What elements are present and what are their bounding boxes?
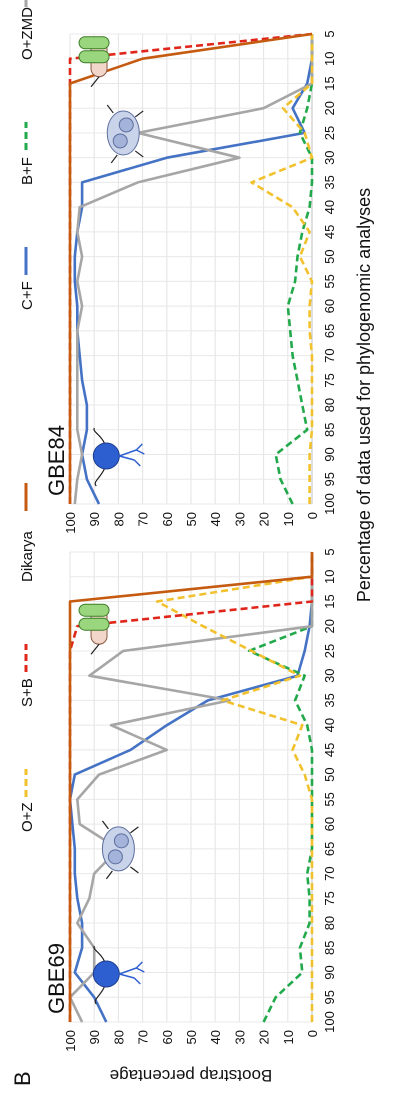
panel-title: GBE84: [44, 425, 69, 496]
legend-right: O+Z S+B Dikarya: [19, 483, 36, 832]
chytrid-fungus-icon: [92, 427, 145, 487]
x-tick-label: 80: [322, 398, 337, 412]
x-tick-label: 85: [322, 941, 337, 955]
x-tick-label: 50: [322, 249, 337, 263]
x-tick-label: 60: [322, 299, 337, 313]
y-tick-label: 10: [281, 512, 296, 526]
x-tick-label: 55: [322, 792, 337, 806]
x-tick-label: 15: [322, 594, 337, 608]
y-tick-label: 0: [305, 512, 320, 519]
amoeba-cluster-icon: [101, 820, 139, 880]
x-tick-label: 95: [322, 990, 337, 1004]
y-axis-label: Bootstrap percentage: [110, 1066, 273, 1085]
legend-label-c-f: C+F: [19, 281, 36, 310]
chart-panel-gbe84: 0 10 20 30 40 50 60 70 80 90 100 100 95 90 85 80 75 70 65 6…: [44, 30, 337, 533]
legend-left: C+F B+F O+ZMD: [19, 0, 36, 310]
y-tick-label: 50: [184, 1030, 199, 1044]
x-tick-label: 90: [322, 447, 337, 461]
x-tick-label: 10: [322, 570, 337, 584]
y-tick-label: 70: [136, 1030, 151, 1044]
x-tick-label: 90: [322, 965, 337, 979]
x-tick-label: 85: [322, 423, 337, 437]
x-tick-label: 20: [322, 101, 337, 115]
series-line-o-z: [250, 34, 314, 504]
legend-label-b-f: B+F: [19, 157, 36, 185]
x-axis-label: Percentage of data used for phylogenomic…: [354, 188, 374, 602]
x-tick-label: 65: [322, 324, 337, 338]
series-line-dikarya: [68, 552, 314, 1022]
x-tick-label: 45: [322, 743, 337, 757]
x-tick-label: 75: [322, 373, 337, 387]
x-tick-label: 5: [322, 30, 337, 37]
x-tick-label: 5: [322, 548, 337, 555]
x-tick-label: 65: [322, 842, 337, 856]
x-tick-label: 25: [322, 644, 337, 658]
series-line-o-zmd: [73, 34, 314, 505]
y-tick-label: 20: [257, 1030, 272, 1044]
series-line-b-f: [274, 34, 314, 505]
x-tick-label: 30: [322, 150, 337, 164]
stramenopile-cell-icon: [78, 36, 110, 88]
y-tick-label: 70: [136, 512, 151, 526]
y-tick-label: 100: [63, 512, 78, 534]
chytrid-fungus-icon: [92, 945, 145, 1005]
panel-title: GBE69: [44, 943, 69, 1014]
x-tick-label: 70: [322, 348, 337, 362]
x-tick-label: 100: [322, 493, 337, 515]
amoeba-cluster-icon: [106, 104, 144, 164]
legend-label-o-z: O+Z: [19, 802, 36, 832]
y-tick-label: 60: [160, 1030, 175, 1044]
x-tick-label: 60: [322, 817, 337, 831]
x-tick-label: 40: [322, 718, 337, 732]
x-tick-label: 35: [322, 175, 337, 189]
x-tick-label: 95: [322, 472, 337, 486]
chart-panel-gbe69: 0 10 20 30 40 50 60 70 80 90 100 100 95 90 85 80 75 70 65 6…: [44, 548, 337, 1051]
legend-label-dikarya: Dikarya: [19, 530, 36, 582]
y-tick-label: 90: [87, 1030, 102, 1044]
y-tick-label: 100: [63, 1030, 78, 1052]
x-tick-label: 25: [322, 126, 337, 140]
legend-label-s-b: S+B: [19, 678, 36, 707]
y-tick-label: 40: [208, 512, 223, 526]
x-tick-label: 45: [322, 225, 337, 239]
x-tick-label: 10: [322, 52, 337, 66]
stramenopile-cell-icon: [78, 603, 110, 655]
x-tick-label: 75: [322, 891, 337, 905]
y-tick-label: 80: [111, 1030, 126, 1044]
series-line-c-f: [68, 552, 314, 1023]
y-tick-label: 80: [111, 512, 126, 526]
x-tick-label: 50: [322, 767, 337, 781]
rotated-figure: B Bootstrap percentage Percentage of dat…: [10, 0, 374, 1086]
x-tick-label: 70: [322, 866, 337, 880]
y-tick-label: 30: [232, 1030, 247, 1044]
series-line-o-z: [155, 552, 314, 1022]
x-tick-label: 35: [322, 693, 337, 707]
panel-letter: B: [10, 1071, 35, 1086]
series-line-o-zmd: [68, 552, 314, 1023]
y-tick-label: 10: [281, 1030, 296, 1044]
y-tick-label: 0: [305, 1030, 320, 1037]
x-tick-label: 20: [322, 619, 337, 633]
y-tick-label: 90: [87, 512, 102, 526]
legend-label-o-zmd: O+ZMD: [19, 7, 36, 60]
y-tick-label: 30: [232, 512, 247, 526]
x-tick-label: 40: [322, 200, 337, 214]
series-line-b-f: [247, 552, 314, 1023]
x-tick-label: 80: [322, 916, 337, 930]
series-line-dikarya: [68, 32, 313, 504]
y-tick-label: 40: [208, 1030, 223, 1044]
x-tick-label: 100: [322, 1011, 337, 1033]
x-tick-label: 30: [322, 668, 337, 682]
series-line-c-f: [73, 34, 314, 505]
x-tick-label: 15: [322, 76, 337, 90]
y-tick-label: 50: [184, 512, 199, 526]
y-tick-label: 20: [257, 512, 272, 526]
x-tick-label: 55: [322, 274, 337, 288]
y-tick-label: 60: [160, 512, 175, 526]
